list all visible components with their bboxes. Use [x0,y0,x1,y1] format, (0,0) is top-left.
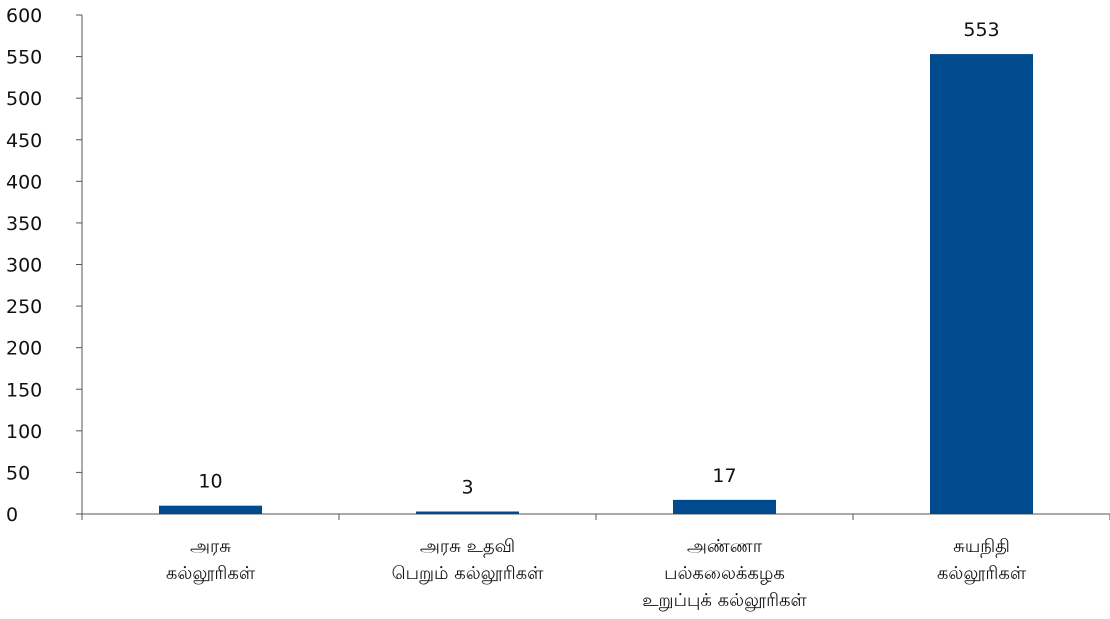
y-tick-label: 450 [6,130,42,152]
y-tick-label: 350 [6,213,42,235]
bar-value-label: 17 [712,465,736,487]
y-tick-label: 600 [6,5,42,27]
y-tick-label: 100 [6,421,42,443]
y-tick-label: 250 [6,296,42,318]
bar-value-label: 553 [963,19,999,41]
category-label: கல்லூரிகள் [937,563,1027,584]
category-label: கல்லூரிகள் [166,563,256,584]
y-tick-label: 200 [6,338,42,360]
category-label: உறுப்புக் கல்லூரிகள் [642,590,807,611]
category-label: அரசு உதவி [420,536,515,558]
category-label: பெறும் கல்லூரிகள் [392,563,545,584]
y-tick-label: 50 [6,462,30,484]
bar-value-label: 10 [198,471,222,493]
y-tick-label: 300 [6,255,42,277]
y-tick-label: 500 [6,88,42,110]
y-tick-label: 0 [6,504,18,526]
bar [673,499,776,514]
bars [159,54,1033,515]
y-tick-label: 400 [6,171,42,193]
category-label: சுயநிதி [953,536,1010,558]
y-tick-label: 550 [6,47,42,69]
bar [930,54,1033,515]
category-label: பல்கலைக்கழக [664,563,785,585]
y-axis: 0 50 100 150 200 250 300 350 400 450 500 550 600 [6,5,83,526]
category-label: அரசு [190,536,231,557]
bar [416,511,519,514]
data-labels: 10 3 17 553 [198,19,999,498]
category-labels: அரசு கல்லூரிகள் அரசு உதவி பெறும் கல்லூரிகள்… [166,536,1027,611]
bar-value-label: 3 [461,477,473,499]
y-tick-label: 150 [6,379,42,401]
category-label: அண்ணா [687,536,763,557]
x-axis [81,513,1110,520]
bar [159,505,262,514]
